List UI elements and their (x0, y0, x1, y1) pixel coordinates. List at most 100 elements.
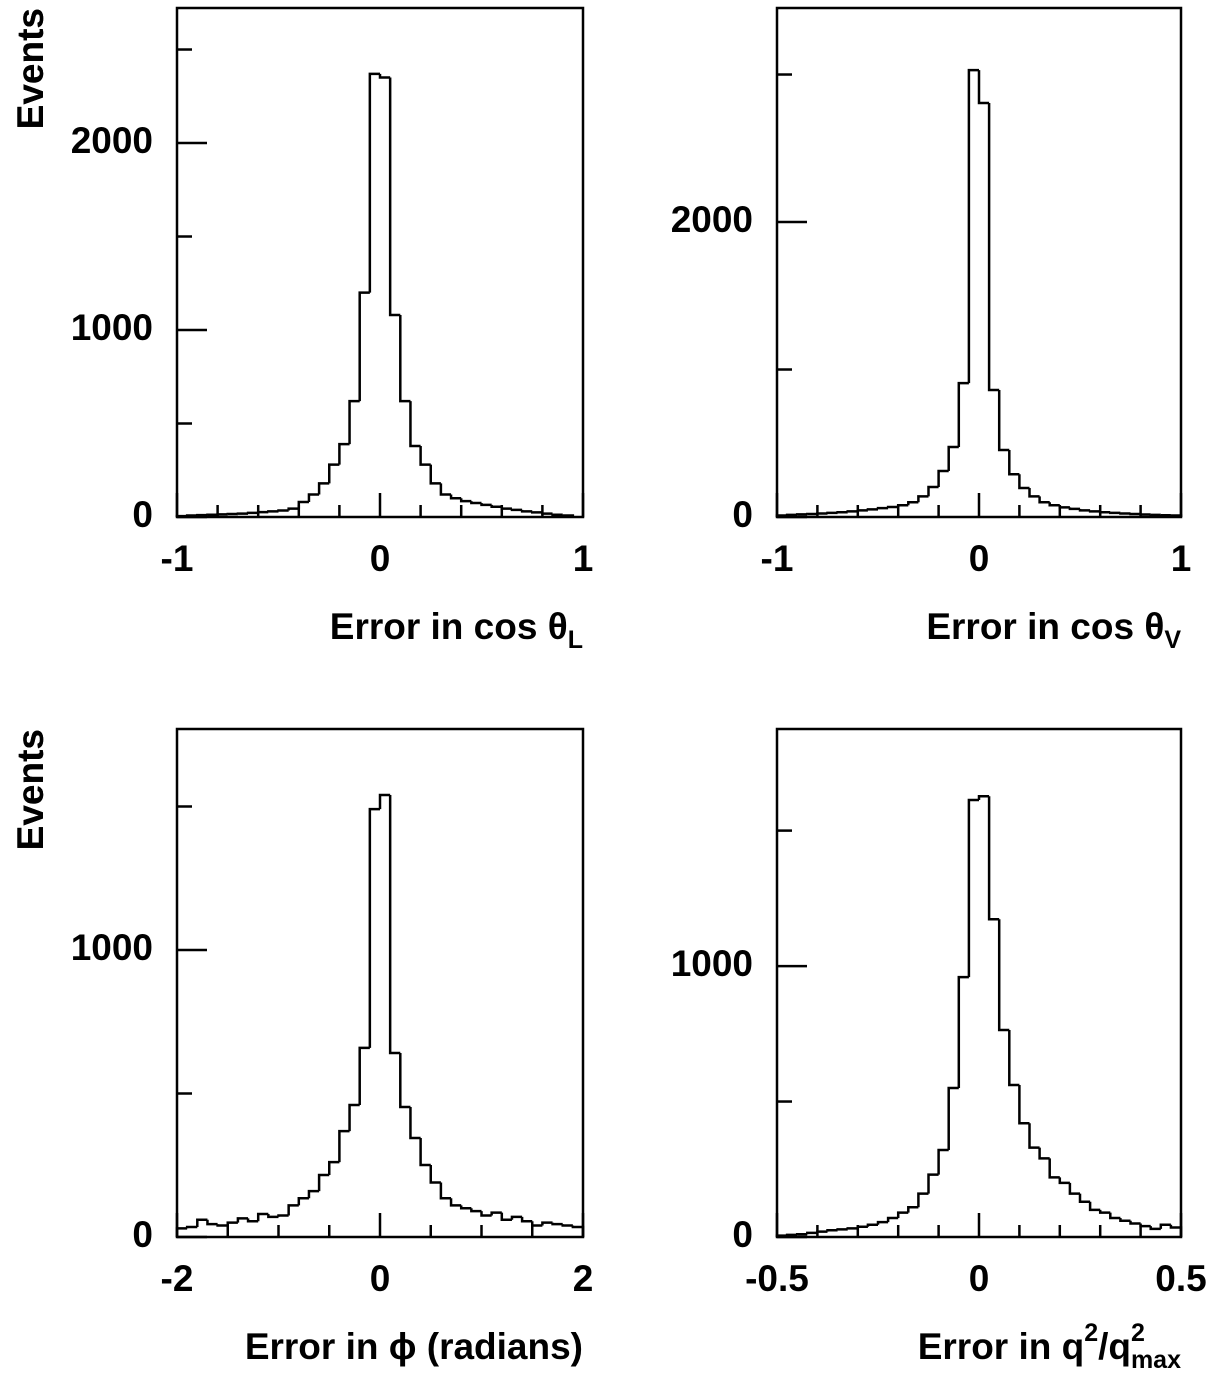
plot-frame (775, 727, 1183, 1239)
histogram-bin (1038, 1147, 1050, 1160)
x-tick-label: 0 (969, 538, 990, 579)
x-tick-label: 2 (573, 1258, 594, 1299)
histogram-bin (480, 502, 492, 507)
x-axis-title-part: Error in cos θ (330, 606, 568, 647)
histogram-bin (541, 1221, 553, 1226)
histogram-bin (317, 1173, 330, 1192)
histogram-bin (937, 1148, 949, 1175)
x-axis-title: Error in q2/q2 max (918, 1319, 1181, 1374)
x-axis-title-part: max (1131, 1346, 1181, 1374)
histogram-bin (480, 1211, 492, 1217)
histogram-bin (561, 1224, 573, 1227)
histogram-bin (927, 485, 939, 497)
histogram-bin (236, 1217, 249, 1223)
histogram-bin (409, 1106, 421, 1140)
histogram-bin (1088, 1201, 1101, 1212)
histogram-bin (1048, 1158, 1060, 1179)
plot-frame (175, 6, 585, 519)
y-tick-label: 1000 (71, 927, 153, 968)
histogram-bin (856, 509, 868, 512)
histogram-bin (358, 291, 370, 402)
histogram-bin (256, 1212, 269, 1222)
y-axis-title: Events (10, 729, 51, 850)
histogram-bin (419, 1137, 431, 1167)
histogram-bin (388, 77, 401, 317)
histogram-bin (175, 1227, 188, 1237)
histogram-bin (846, 510, 858, 513)
histogram-bin (277, 509, 289, 512)
y-tick-label: 2000 (71, 120, 153, 161)
histogram-bin (785, 513, 798, 517)
histogram-bin (1008, 1030, 1020, 1087)
histogram-bin (977, 794, 990, 800)
histogram-bin (571, 1225, 585, 1237)
histogram-bin (358, 1046, 370, 1105)
histogram-bin (917, 495, 929, 503)
histogram-bin (1129, 512, 1141, 516)
y-tick-label: 1000 (71, 307, 153, 348)
histogram-bin (1149, 1226, 1161, 1231)
histogram-bin (490, 504, 502, 508)
histogram-bin (947, 1086, 959, 1151)
histogram-bin (419, 445, 431, 466)
x-tick-label: 0 (370, 538, 391, 579)
histogram-bin (287, 1204, 299, 1216)
histogram-bin (836, 511, 848, 514)
histogram-bin (531, 511, 543, 514)
histogram-bin (226, 1221, 238, 1226)
histogram-bin (399, 315, 411, 403)
histogram-bin (1028, 1123, 1040, 1149)
histogram-bin (307, 493, 320, 503)
histogram-bin (246, 511, 259, 515)
histogram-bin (876, 506, 889, 510)
histogram-bin (1018, 1085, 1030, 1125)
histogram-bin (1119, 512, 1131, 515)
x-tick-label: 0 (370, 1258, 391, 1299)
histogram-bin (490, 1211, 502, 1216)
x-tick-label: 0 (969, 1258, 990, 1299)
histogram-bin (836, 1228, 848, 1231)
histogram-bin (287, 507, 299, 511)
x-axis-title-part: Error in cos θ (926, 606, 1164, 647)
x-axis-title-part: V (1164, 626, 1181, 654)
histogram-bin (449, 494, 462, 500)
histogram-bin (439, 483, 452, 496)
histogram-bin (886, 1216, 899, 1223)
histogram-bin (531, 1221, 543, 1227)
histogram-bin (459, 1205, 472, 1210)
histogram-bin (987, 796, 1000, 921)
x-axis-title-part: Error in q (918, 1326, 1085, 1367)
histogram-bin (816, 1230, 828, 1233)
histogram-bin (551, 513, 563, 517)
histogram-bin (1109, 1212, 1121, 1220)
histogram-bin (967, 798, 979, 978)
histogram-bin (896, 1211, 909, 1219)
histogram-bin (907, 1205, 919, 1213)
x-axis-title: Error in cos θV (926, 606, 1181, 654)
x-tick-label: 1 (1171, 538, 1192, 579)
x-tick-label: -1 (161, 538, 194, 579)
histogram-bin (348, 399, 360, 445)
histogram-bin (449, 1198, 462, 1207)
histogram-bin (510, 508, 523, 512)
x-tick-label: -2 (161, 1258, 194, 1299)
histogram-bin (1068, 507, 1080, 511)
histogram-bin (886, 505, 899, 509)
y-axis-title: Events (10, 729, 51, 850)
histogram-bin (307, 1189, 320, 1199)
x-axis-title-part: 2 (1131, 1319, 1145, 1347)
x-axis-title-part: Error in ϕ (radians) (245, 1326, 583, 1367)
histogram-bin (856, 1225, 868, 1229)
histogram-bin (368, 72, 380, 293)
x-tick-label: 1 (573, 538, 594, 579)
y-axis-title: Events (10, 8, 51, 129)
histogram-bin (1129, 1220, 1141, 1225)
histogram-bin (1058, 1177, 1070, 1185)
histogram-bin (196, 1218, 208, 1227)
histogram-bin (338, 442, 350, 465)
histogram-bin (1028, 487, 1040, 498)
